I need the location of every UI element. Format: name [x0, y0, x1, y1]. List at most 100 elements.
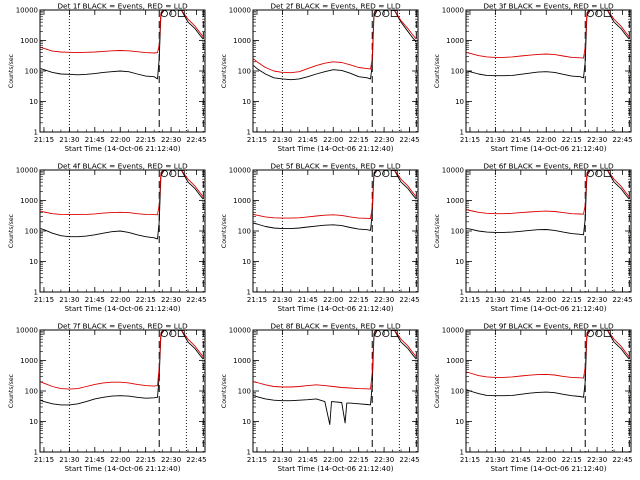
x-tick-label: 21:45: [511, 136, 531, 144]
x-tick-label: 22:00: [110, 136, 130, 144]
x-tick-label: 22:15: [349, 136, 369, 144]
x-tick-label: 21:30: [485, 296, 505, 304]
y-axis-label: Counts/sec: [8, 213, 15, 248]
x-axis-label: Start Time (14-Oct-06 21:12:40): [278, 144, 394, 153]
y-tick-label: 1: [34, 289, 38, 297]
series-line-events: [253, 169, 417, 231]
y-tick-label: 100: [451, 388, 464, 396]
x-tick-label: 22:15: [349, 456, 369, 464]
x-tick-label: 22:15: [136, 456, 156, 464]
y-tick-label: 100: [25, 228, 38, 236]
series-line-lld: [253, 9, 417, 74]
y-tick-label: 10: [29, 258, 38, 266]
y-tick-label: 1000: [233, 197, 251, 205]
y-tick-label: 10000: [16, 167, 38, 175]
series-line-lld: [253, 169, 417, 220]
x-tick-label: 21:30: [272, 136, 292, 144]
series-line-events: [466, 329, 630, 398]
circle-marker: [382, 169, 390, 178]
y-tick-label: 10: [242, 258, 251, 266]
detector-panel-7: Det 7f BLACK = Events, RED = LLD Counts/s…: [8, 322, 207, 474]
plot-frame: [39, 329, 206, 453]
y-tick-label: 1: [247, 129, 251, 137]
x-tick-label: 21:15: [34, 456, 54, 464]
x-tick-label: 21:15: [247, 456, 267, 464]
circle-marker: [595, 169, 603, 178]
y-tick-label: 100: [25, 68, 38, 76]
x-tick-label: 22:00: [323, 136, 343, 144]
detector-panel-1: Det 1f BLACK = Events, RED = LLD Counts/s…: [8, 2, 207, 154]
x-tick-label: 22:45: [186, 136, 206, 144]
x-tick-label: 21:45: [85, 456, 105, 464]
y-tick-label: 10: [29, 418, 38, 426]
y-tick-label: 1000: [446, 37, 464, 45]
y-tick-label: 100: [238, 388, 251, 396]
series-line-events: [466, 9, 630, 79]
series-line-events: [253, 9, 417, 81]
series-line-lld: [466, 329, 630, 379]
y-axis-label: Counts/sec: [434, 53, 441, 88]
y-tick-label: 10000: [16, 7, 38, 15]
y-tick-label: 10: [29, 98, 38, 106]
x-tick-label: 22:00: [536, 136, 556, 144]
x-tick-label: 21:15: [460, 296, 480, 304]
x-tick-label: 21:45: [85, 136, 105, 144]
y-tick-label: 10000: [442, 327, 464, 335]
y-tick-label: 1: [34, 129, 38, 137]
x-tick-label: 22:00: [323, 456, 343, 464]
y-tick-label: 1: [460, 129, 464, 137]
circle-marker: [169, 169, 177, 178]
y-tick-label: 10000: [229, 167, 251, 175]
x-tick-label: 22:15: [136, 136, 156, 144]
series-line-lld: [253, 329, 417, 390]
y-tick-label: 1: [460, 289, 464, 297]
y-axis-label: Counts/sec: [221, 373, 228, 408]
detector-panel-8: Det 8f BLACK = Events, RED = LLD Counts/s…: [221, 322, 420, 474]
y-tick-label: 100: [451, 68, 464, 76]
plot-frame: [39, 169, 206, 293]
y-tick-label: 1000: [446, 197, 464, 205]
y-axis-label: Counts/sec: [434, 213, 441, 248]
circle-marker: [382, 9, 390, 18]
x-tick-label: 22:00: [110, 456, 130, 464]
y-tick-label: 1000: [20, 197, 38, 205]
panel-title: Det 8f BLACK = Events, RED = LLD: [270, 322, 401, 331]
circle-marker: [169, 9, 177, 18]
x-tick-label: 21:15: [460, 456, 480, 464]
y-tick-label: 1000: [233, 37, 251, 45]
plot-frame: [252, 329, 419, 453]
circle-marker: [382, 329, 390, 338]
plot-frame: [39, 9, 206, 133]
y-tick-label: 100: [238, 68, 251, 76]
y-axis-label: Counts/sec: [434, 373, 441, 408]
x-tick-label: 21:45: [298, 136, 318, 144]
y-tick-label: 1000: [20, 357, 38, 365]
plot-frame: [252, 169, 419, 293]
x-tick-label: 21:15: [34, 136, 54, 144]
panel-title: Det 4f BLACK = Events, RED = LLD: [57, 162, 188, 171]
x-tick-label: 22:15: [136, 296, 156, 304]
x-tick-label: 21:30: [59, 136, 79, 144]
x-axis-label: Start Time (14-Oct-06 21:12:40): [278, 304, 394, 313]
plot-frame: [465, 9, 632, 133]
y-tick-label: 10000: [229, 327, 251, 335]
series-line-events: [40, 169, 204, 240]
x-tick-label: 22:45: [612, 296, 632, 304]
y-tick-label: 10: [455, 258, 464, 266]
x-tick-label: 21:15: [34, 296, 54, 304]
y-axis-label: Counts/sec: [221, 213, 228, 248]
x-axis-label: Start Time (14-Oct-06 21:12:40): [65, 144, 181, 153]
y-tick-label: 10: [242, 98, 251, 106]
detector-panel-4: Det 4f BLACK = Events, RED = LLD Counts/s…: [8, 162, 207, 314]
detector-panel-3: Det 3f BLACK = Events, RED = LLD Counts/s…: [434, 2, 633, 154]
x-axis-label: Start Time (14-Oct-06 21:12:40): [491, 144, 607, 153]
y-tick-label: 10000: [16, 327, 38, 335]
y-tick-label: 100: [238, 228, 251, 236]
y-tick-label: 1000: [20, 37, 38, 45]
y-tick-label: 10: [455, 418, 464, 426]
y-tick-label: 1000: [233, 357, 251, 365]
y-tick-label: 100: [451, 228, 464, 236]
x-tick-label: 22:30: [374, 136, 394, 144]
x-tick-label: 22:45: [399, 296, 419, 304]
